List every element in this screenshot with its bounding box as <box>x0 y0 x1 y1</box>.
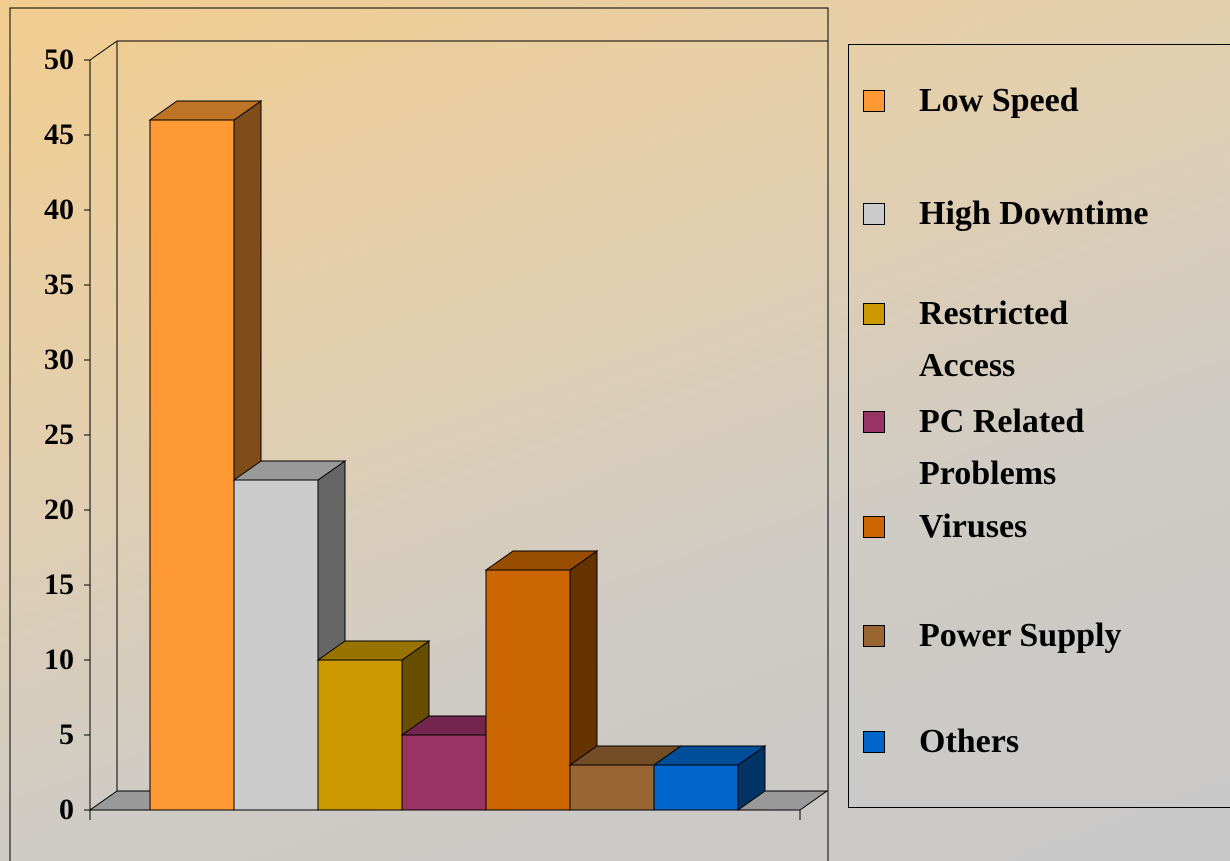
legend-swatch <box>863 303 885 325</box>
legend-item: Power Supply <box>863 610 1121 662</box>
legend-item: Restricted Access <box>863 288 1169 392</box>
y-tick-label: 30 <box>44 343 74 376</box>
legend-label: Viruses <box>919 508 1028 545</box>
y-tick-label: 35 <box>44 268 74 301</box>
y-tick-label: 50 <box>44 43 74 76</box>
legend-label: Low Speed <box>919 82 1079 119</box>
bar-front <box>233 479 319 811</box>
bar-front <box>401 734 487 811</box>
legend-swatch <box>863 203 885 225</box>
legend-item: Viruses <box>863 501 1027 553</box>
legend-item: PC Related Problems <box>863 396 1169 500</box>
y-tick-label: 45 <box>44 118 74 151</box>
bar-front <box>317 659 403 811</box>
bar-front <box>485 569 571 811</box>
y-tick-label: 40 <box>44 193 74 226</box>
y-tick-label: 15 <box>44 568 74 601</box>
legend-label: PC Related Problems <box>919 403 1085 492</box>
legend-swatch <box>863 516 885 538</box>
legend-swatch <box>863 731 885 753</box>
y-tick-label: 20 <box>44 493 74 526</box>
legend-swatch <box>863 625 885 647</box>
plot-frame <box>9 7 829 861</box>
legend-label: High Downtime <box>919 195 1149 232</box>
bar-front <box>653 764 739 811</box>
legend-item: Others <box>863 716 1019 768</box>
y-tick-label: 25 <box>44 418 74 451</box>
bar-front <box>569 764 655 811</box>
legend-label: Others <box>919 723 1020 760</box>
y-tick-label: 5 <box>59 718 74 751</box>
legend-item: High Downtime <box>863 188 1149 240</box>
bar <box>484 550 599 811</box>
legend-item: Low Speed <box>863 75 1079 127</box>
legend-swatch <box>863 411 885 433</box>
legend-swatch <box>863 90 885 112</box>
legend: Low Speed High Downtime Restricted Access P… <box>848 44 1230 808</box>
legend-label: Power Supply <box>919 617 1122 654</box>
legend-label: Restricted Access <box>919 295 1069 384</box>
y-tick-label: 0 <box>59 793 74 826</box>
bar <box>652 745 767 811</box>
bar-front <box>149 119 235 811</box>
y-tick-label: 10 <box>44 643 74 676</box>
wall-edge <box>89 40 118 61</box>
